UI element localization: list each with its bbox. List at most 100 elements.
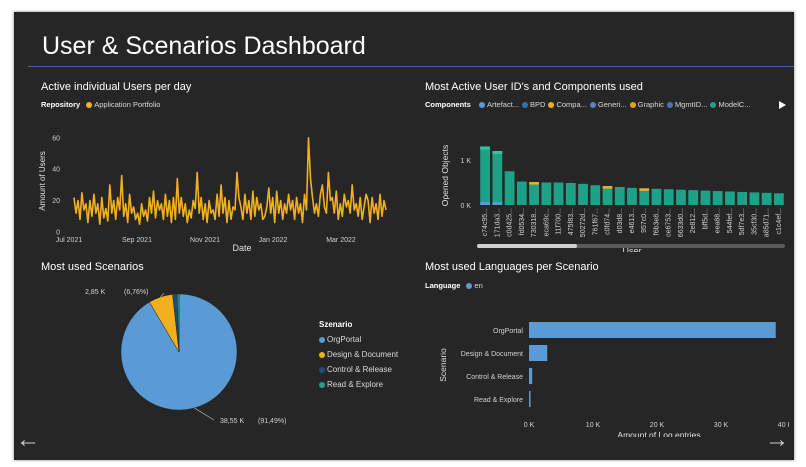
- legend-swatch: [466, 283, 473, 289]
- legend-item[interactable]: ModelC...: [710, 100, 751, 109]
- x-tick-label: Jul 2021: [56, 237, 83, 244]
- legend-label: Generi...: [597, 100, 627, 109]
- y-axis-title: Opened Objects: [440, 145, 450, 206]
- legend-scroll-icon[interactable]: [777, 100, 787, 110]
- users-series-line: [73, 137, 387, 225]
- x-axis-title: User: [622, 246, 641, 252]
- legend-label: Design & Document: [327, 350, 399, 359]
- component-bar: [651, 188, 662, 205]
- horizontal-scrollbar-thumb[interactable]: [477, 244, 577, 248]
- scenario-bar: [529, 391, 531, 407]
- title-divider: [28, 66, 794, 67]
- legend-item[interactable]: Compa...: [548, 100, 587, 109]
- scenario-bar: [529, 368, 533, 384]
- y-tick-label: 20: [52, 198, 60, 205]
- x-tick-label: 30 K: [714, 422, 729, 429]
- legend-item[interactable]: MgmtID...: [666, 100, 707, 109]
- next-page-arrow-icon[interactable]: →: [765, 426, 789, 453]
- x-axis-title: Date: [232, 243, 251, 252]
- x-tick-label: c74c95...: [482, 208, 489, 236]
- legend-item[interactable]: Control & Release: [319, 362, 398, 377]
- pie-slice: [176, 293, 180, 353]
- prev-page-arrow-icon[interactable]: ←: [16, 426, 40, 453]
- legend-swatch: [319, 352, 325, 358]
- x-tick-label: eca69c...: [543, 208, 550, 236]
- legend-item[interactable]: Graphic: [629, 100, 664, 109]
- x-tick-label: a85d71...: [764, 208, 771, 237]
- pie-value-label: 2,85 K: [85, 289, 106, 296]
- x-tick-label: Nov 2021: [190, 237, 220, 244]
- legend-label: Read & Explore: [327, 380, 384, 389]
- languages-chart-title: Most used Languages per Scenario: [425, 261, 599, 273]
- x-tick-label: d03d8...: [617, 208, 624, 233]
- component-bar: [712, 191, 723, 205]
- x-tick-label: eea88...: [715, 208, 722, 233]
- x-tick-label: 957c0...: [641, 208, 648, 233]
- legend-label: BPD: [530, 100, 546, 109]
- scenario-bar: [529, 345, 548, 361]
- legend-title: Szenario: [319, 320, 353, 329]
- legend-title: Language: [425, 281, 461, 290]
- legend-title: Repository: [41, 100, 81, 109]
- legend-label: ModelC...: [718, 100, 751, 109]
- legend-swatch: [589, 102, 596, 108]
- component-bar: [480, 146, 491, 205]
- component-bar: [504, 171, 515, 205]
- component-bar: [725, 191, 735, 205]
- x-tick-label: 10 K: [586, 422, 601, 429]
- x-tick-label: c1c4ef...: [776, 208, 783, 235]
- legend-item[interactable]: Design & Document: [319, 347, 398, 362]
- stacked-bar-chart: 1 K 0 K c74c95... 171da3... c0d425... fd0534.…: [440, 145, 785, 252]
- x-tick-label: 171da3...: [494, 208, 501, 237]
- x-tick-label: f6b3e8...: [653, 208, 660, 235]
- legend-item[interactable]: OrgPortal: [319, 332, 398, 347]
- component-bar-segment: [639, 188, 650, 191]
- legend-label: Graphic: [637, 100, 664, 109]
- legend-item[interactable]: Read & Explore: [319, 377, 398, 392]
- x-tick-label: 761f67...: [592, 208, 599, 235]
- scenario-legend: Szenario OrgPortal Design & Document Contr…: [319, 317, 398, 392]
- legend-item[interactable]: Generi...: [589, 100, 627, 109]
- horizontal-bar-chart: OrgPortal Design & Document Control & Rele…: [438, 322, 789, 437]
- component-bar: [529, 182, 539, 205]
- line-chart: 0 20 40 60 Jul 2021 Sep 2021 Nov 2021 Jan 2022 M…: [38, 135, 387, 252]
- legend-item[interactable]: Artefact...: [478, 100, 520, 109]
- component-bar: [541, 182, 552, 205]
- legend-swatch: [710, 102, 717, 108]
- component-bar-segment: [529, 182, 539, 185]
- component-bar-segment: [492, 202, 503, 205]
- x-tick-label: 20 K: [650, 422, 665, 429]
- x-tick-label: 40 K: [778, 422, 789, 429]
- x-tick-label: 11f700...: [556, 208, 563, 235]
- component-bar: [492, 151, 503, 205]
- dashboard-canvas: User & Scenarios Dashboard Active indivi…: [14, 12, 794, 460]
- pie-value-label: 38,55 K: [220, 418, 244, 425]
- legend-label: Artefact...: [486, 100, 520, 109]
- y-tick-label: 60: [52, 135, 60, 142]
- x-tick-label: Sep 2021: [122, 237, 152, 244]
- users-chart-title: Active individual Users per day: [41, 81, 192, 93]
- pie-leader-line: [160, 292, 165, 298]
- x-axis-title: Amount of Log entries: [617, 430, 700, 437]
- x-tick-label: 6633d0...: [678, 208, 685, 237]
- component-bar: [627, 187, 637, 205]
- component-bar-segment: [602, 186, 613, 189]
- legend-swatch: [629, 102, 636, 108]
- x-tick-label: Mar 2022: [326, 237, 356, 244]
- component-bar: [614, 187, 625, 205]
- y-tick-label: 0 K: [460, 203, 471, 210]
- legend-title: Components: [425, 100, 471, 109]
- legend-label: Control & Release: [327, 365, 392, 374]
- legend-swatch: [478, 102, 485, 108]
- component-bar: [737, 191, 748, 205]
- x-tick-label: 50272d...: [580, 208, 587, 237]
- x-tick-label: fd0534...: [519, 208, 526, 235]
- pie-leader-line: [194, 407, 215, 421]
- legend-item[interactable]: BPD: [522, 100, 545, 109]
- x-tick-label: 730318...: [531, 208, 538, 237]
- legend-swatch: [319, 337, 325, 343]
- legend-swatch: [548, 102, 555, 108]
- x-tick-label: bff5d...: [702, 208, 709, 229]
- component-bar-segment: [492, 151, 503, 154]
- y-axis-title: Amount of Users: [38, 151, 47, 211]
